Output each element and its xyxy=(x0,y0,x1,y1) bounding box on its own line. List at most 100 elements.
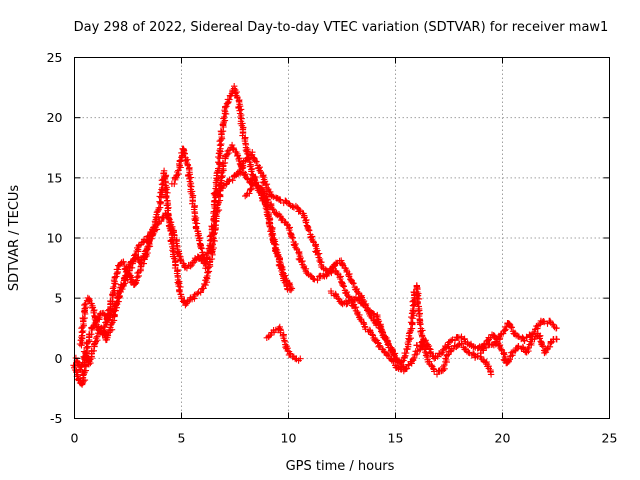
series-track-3 xyxy=(168,83,296,294)
data-point xyxy=(81,301,88,309)
data-point xyxy=(276,255,283,263)
data-point xyxy=(338,257,345,264)
data-point xyxy=(380,348,388,355)
data-marks xyxy=(70,83,560,388)
data-point xyxy=(433,371,441,378)
data-point xyxy=(299,261,306,268)
data-point xyxy=(487,371,495,378)
data-point xyxy=(218,128,225,135)
data-point xyxy=(196,237,203,244)
data-point xyxy=(187,181,194,189)
data-point xyxy=(75,376,82,383)
data-point xyxy=(312,242,319,249)
data-point xyxy=(248,168,255,175)
y-tick-label: 5 xyxy=(55,291,63,306)
data-point xyxy=(84,339,91,346)
data-point xyxy=(505,357,512,364)
data-point xyxy=(552,325,560,332)
data-point xyxy=(202,260,210,267)
data-point xyxy=(213,170,220,177)
data-point xyxy=(421,346,428,353)
data-point xyxy=(246,190,253,197)
data-point xyxy=(286,350,294,357)
data-point xyxy=(235,168,243,175)
data-point xyxy=(150,224,157,231)
data-point xyxy=(406,330,413,337)
x-tick-label: 20 xyxy=(495,431,511,446)
data-point xyxy=(92,335,100,342)
data-point xyxy=(314,251,321,258)
data-point xyxy=(278,215,286,222)
data-point xyxy=(311,276,318,283)
data-point xyxy=(477,350,484,357)
data-point xyxy=(540,318,547,325)
data-point xyxy=(279,266,286,273)
data-point xyxy=(189,258,197,266)
data-point xyxy=(154,208,161,215)
data-point xyxy=(126,262,134,270)
data-point xyxy=(191,215,198,223)
data-point xyxy=(340,283,347,290)
data-point xyxy=(78,362,85,370)
x-tick-label: 10 xyxy=(281,431,297,446)
data-point xyxy=(157,218,165,225)
data-point xyxy=(122,268,130,276)
data-point xyxy=(295,249,302,256)
data-point xyxy=(228,141,236,149)
data-point xyxy=(287,286,295,294)
data-point xyxy=(345,273,353,280)
data-point xyxy=(88,331,95,338)
data-point xyxy=(546,343,554,350)
data-point xyxy=(283,199,290,206)
data-point xyxy=(457,334,465,342)
data-point xyxy=(362,302,370,309)
data-point xyxy=(120,258,127,266)
series-track-8 xyxy=(477,330,560,367)
data-point xyxy=(409,356,417,363)
data-point xyxy=(256,167,263,174)
data-point xyxy=(377,325,384,332)
data-point xyxy=(297,355,304,362)
data-point xyxy=(253,158,260,165)
data-point xyxy=(248,151,256,158)
data-point xyxy=(410,297,417,304)
data-point xyxy=(207,232,215,239)
y-tick-label: 15 xyxy=(47,170,63,185)
data-point xyxy=(186,175,193,182)
data-point xyxy=(302,219,310,226)
data-point xyxy=(506,356,513,363)
x-tick-label: 25 xyxy=(602,431,618,446)
chart-title: Day 298 of 2022, Sidereal Day-to-day VTE… xyxy=(74,20,609,35)
series-track-6 xyxy=(327,282,495,378)
data-point xyxy=(416,310,423,317)
x-axis-title: GPS time / hours xyxy=(286,459,395,474)
series-track-5 xyxy=(242,179,426,375)
data-point xyxy=(165,204,172,211)
data-point xyxy=(314,277,321,284)
data-point xyxy=(508,324,515,331)
data-point xyxy=(286,226,293,234)
data-point xyxy=(337,275,344,283)
data-point xyxy=(413,350,420,358)
data-point xyxy=(134,246,142,253)
data-point xyxy=(196,234,204,242)
data-point xyxy=(205,264,212,271)
data-point xyxy=(145,237,152,244)
data-point xyxy=(493,336,500,343)
y-tick-labels: -5 0 5 10 15 20 25 xyxy=(47,50,63,426)
data-point xyxy=(376,322,383,329)
grid-lines xyxy=(74,57,610,419)
data-point xyxy=(200,285,207,292)
data-point xyxy=(536,335,543,342)
series-track-9 xyxy=(263,323,304,364)
data-point xyxy=(237,166,244,174)
data-point xyxy=(90,347,97,354)
data-point xyxy=(323,271,330,279)
data-point xyxy=(214,175,221,183)
data-point xyxy=(271,240,278,248)
data-point xyxy=(350,280,357,287)
data-point xyxy=(108,320,115,328)
data-point xyxy=(369,310,377,317)
data-point xyxy=(142,247,150,254)
